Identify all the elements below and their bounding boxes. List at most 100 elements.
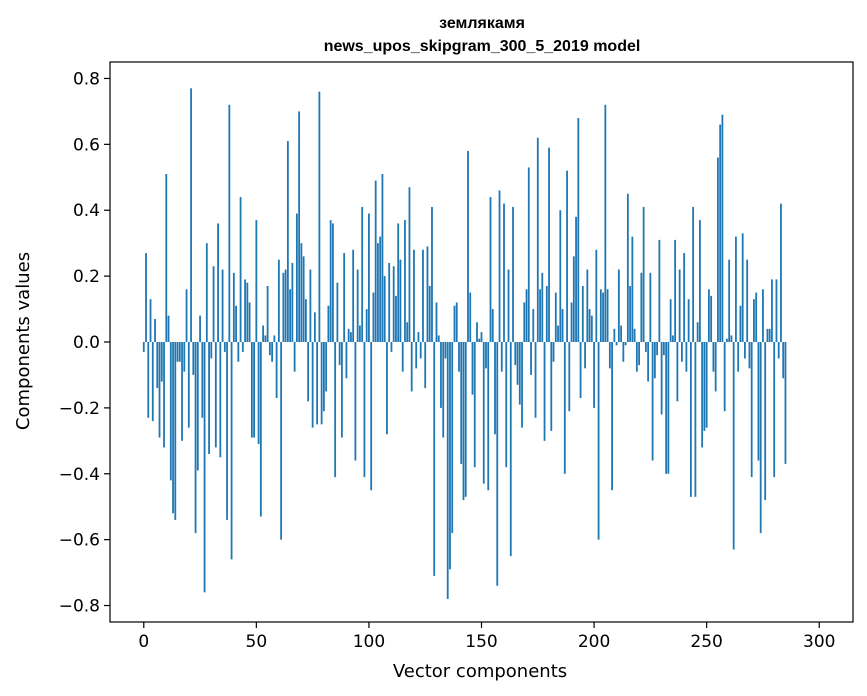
y-tick-label: 0.6 (73, 135, 100, 155)
bar-78 (318, 91, 321, 342)
bar-222 (642, 206, 645, 342)
bar-224 (647, 342, 650, 382)
bar-121 (415, 342, 418, 369)
bar-149 (478, 338, 481, 342)
x-tick-label: 200 (578, 632, 610, 652)
bar-127 (428, 286, 431, 342)
bar-161 (505, 342, 508, 468)
bar-197 (586, 269, 589, 342)
bar-175 (536, 137, 539, 342)
bar-245 (694, 342, 697, 497)
bar-6 (156, 342, 159, 389)
y-tick-label: 0.8 (73, 69, 100, 89)
bar-125 (424, 342, 427, 389)
bar-117 (406, 322, 409, 342)
bar-1 (145, 253, 147, 342)
bar-95 (356, 269, 359, 342)
bar-249 (703, 342, 706, 431)
bar-102 (372, 292, 375, 342)
bar-232 (665, 342, 668, 474)
bar-115 (401, 342, 404, 372)
bar-218 (633, 328, 636, 342)
bar-0 (142, 342, 145, 352)
bar-270 (750, 342, 753, 478)
bar-126 (426, 246, 429, 342)
bar-268 (746, 259, 749, 342)
bar-100 (368, 213, 370, 342)
bar-4 (151, 342, 154, 422)
bar-213 (622, 342, 625, 362)
bar-59 (275, 342, 278, 398)
bar-67 (293, 342, 296, 372)
bar-24 (196, 342, 199, 471)
bar-170 (525, 289, 528, 342)
bar-194 (579, 342, 582, 398)
bar-163 (509, 342, 512, 557)
bar-247 (698, 220, 701, 342)
x-tick-label: 300 (803, 632, 835, 652)
bar-43 (239, 197, 242, 342)
bar-262 (732, 342, 735, 550)
bar-202 (597, 342, 600, 540)
y-tick-label: 0.4 (73, 201, 100, 221)
bar-74 (309, 269, 312, 342)
bar-69 (298, 111, 301, 342)
bar-86 (336, 282, 339, 342)
bar-253 (712, 342, 715, 372)
bar-215 (626, 193, 629, 342)
bar-79 (320, 342, 323, 425)
bar-188 (566, 170, 568, 342)
bar-285 (784, 342, 787, 464)
bar-244 (692, 206, 695, 342)
bar-180 (548, 147, 550, 342)
bar-94 (354, 342, 357, 461)
bar-212 (620, 325, 622, 342)
bar-200 (593, 342, 595, 408)
bar-88 (341, 342, 343, 438)
bar-209 (613, 328, 616, 342)
bar-248 (701, 342, 704, 448)
bar-166 (516, 342, 519, 385)
bar-283 (780, 203, 782, 342)
bar-9 (163, 342, 165, 448)
bar-280 (773, 342, 776, 478)
bar-119 (410, 342, 413, 392)
bar-211 (617, 269, 620, 342)
bar-106 (381, 174, 384, 342)
x-axis-label: Vector components (393, 661, 567, 682)
bar-207 (608, 342, 611, 369)
bar-135 (446, 342, 449, 599)
bars-group (142, 88, 787, 599)
bar-225 (649, 272, 652, 342)
bar-63 (284, 269, 287, 342)
bar-154 (489, 197, 492, 342)
bar-153 (487, 342, 490, 491)
bar-31 (212, 266, 215, 342)
bar-152 (485, 342, 487, 369)
bar-3 (149, 299, 152, 342)
bar-157 (496, 342, 499, 586)
bar-37 (226, 342, 228, 520)
bar-145 (469, 292, 472, 342)
bar-176 (539, 289, 541, 342)
bar-19 (185, 289, 188, 342)
bar-99 (365, 309, 368, 342)
bar-276 (764, 342, 767, 501)
bar-185 (559, 210, 562, 342)
bar-23 (194, 342, 197, 534)
bar-198 (588, 309, 591, 342)
bar-110 (390, 342, 393, 352)
bar-25 (199, 315, 201, 342)
bar-139 (455, 302, 458, 342)
bar-256 (719, 124, 722, 343)
bar-85 (334, 342, 337, 478)
bar-54 (264, 335, 267, 342)
bar-159 (500, 342, 503, 372)
bar-252 (710, 295, 713, 342)
bar-80 (322, 342, 325, 412)
bar-241 (685, 342, 688, 372)
bar-16 (178, 342, 181, 362)
bar-2 (147, 342, 150, 418)
bar-12 (169, 342, 172, 481)
bar-35 (221, 269, 224, 342)
